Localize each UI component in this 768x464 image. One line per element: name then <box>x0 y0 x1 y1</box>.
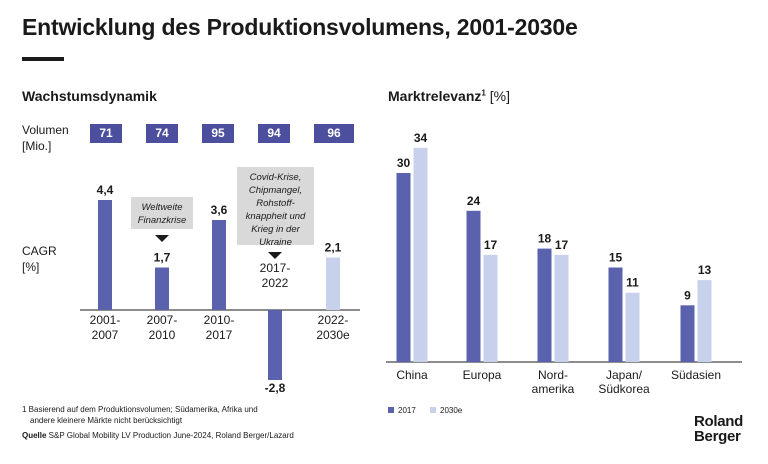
volume-label-line2: [Mio.] <box>22 139 52 153</box>
market-value-label: 18 <box>538 232 552 246</box>
market-category-label: Europa <box>463 368 502 382</box>
cagr-value-label: 3,6 <box>211 203 228 217</box>
cagr-category-label-bottom: 2030e <box>316 328 350 342</box>
market-bar-2017 <box>396 173 411 362</box>
source-text: S&P Global Mobility LV Production June-2… <box>46 431 294 440</box>
cagr-label-line2: [%] <box>22 260 40 274</box>
market-bar-2030e <box>625 292 640 362</box>
footnote-line2: andere kleinere Märkte nicht berücksicht… <box>30 416 183 425</box>
market-bar-2017 <box>466 210 481 362</box>
right-section-title-sup: 1 <box>481 88 486 98</box>
cagr-category-label-bottom: 2022 <box>262 276 289 290</box>
market-bar-2017 <box>680 305 695 362</box>
market-value-label: 30 <box>397 156 411 170</box>
market-value-label: 17 <box>484 238 498 252</box>
volume-box-5: 96 <box>314 124 354 143</box>
cagr-value-label: 1,7 <box>154 251 171 265</box>
cagr-category-label-top: 2022- <box>318 313 349 327</box>
legend-swatch-2017 <box>388 407 394 413</box>
cagr-value-label: 4,4 <box>97 183 114 197</box>
page-title: Entwicklung des Produktionsvolumens, 200… <box>22 14 578 40</box>
cagr-category-label-top: 2010- <box>204 313 235 327</box>
market-category-label: Japan/ <box>606 368 643 382</box>
cagr-label-line1: CAGR <box>22 244 57 258</box>
footnote-line1: 1 Basierend auf dem Produktionsvolumen; … <box>22 405 258 414</box>
right-section-title-text: Marktrelevanz <box>388 88 482 104</box>
logo-line2: Berger <box>694 428 741 445</box>
market-bar-2030e <box>413 147 428 362</box>
cagr-category-label-top: 2001- <box>90 313 121 327</box>
market-bar-2030e <box>554 254 569 362</box>
note-financial-crisis: Weltweite Finanzkrise <box>131 197 193 229</box>
right-section-title-unit: [%] <box>489 88 510 104</box>
note-arrow-1 <box>155 235 169 242</box>
legend-swatch-2030e <box>430 407 436 413</box>
volume-label: Volumen [Mio.] <box>22 122 69 154</box>
market-category-label: Südkorea <box>598 382 650 396</box>
market-value-label: 17 <box>555 238 569 252</box>
legend-label-2030e: 2030e <box>440 406 463 415</box>
note-arrow-2 <box>268 252 282 259</box>
market-category-label: Südasien <box>671 368 721 382</box>
left-section-title: Wachstumsdynamik <box>22 88 157 104</box>
logo-line1: Roland <box>694 413 744 430</box>
cagr-value-label: 2,1 <box>325 241 342 255</box>
cagr-bar <box>98 200 112 310</box>
note-covid-crisis: Covid-Krise, Chipmangel, Rohstoff-knapph… <box>237 167 314 248</box>
cagr-bar <box>268 310 282 380</box>
market-value-label: 13 <box>698 263 712 277</box>
cagr-value-label: -2,8 <box>265 381 286 395</box>
volume-box-2: 74 <box>146 124 178 143</box>
volume-box-1: 71 <box>90 124 122 143</box>
cagr-bar <box>155 267 169 310</box>
market-bar-2017 <box>537 248 552 362</box>
market-value-label: 15 <box>609 251 623 265</box>
legend-label-2017: 2017 <box>398 406 416 415</box>
market-value-label: 24 <box>467 194 481 208</box>
source-note: Quelle S&P Global Mobility LV Production… <box>22 430 294 441</box>
source-label: Quelle <box>22 431 47 440</box>
market-bar-2030e <box>697 280 712 362</box>
title-underline <box>22 57 64 61</box>
cagr-bar <box>326 257 340 310</box>
market-value-label: 34 <box>414 131 428 145</box>
volume-box-4: 94 <box>258 124 290 143</box>
cagr-category-label-bottom: 2010 <box>149 328 176 342</box>
market-value-label: 9 <box>684 288 691 302</box>
market-value-label: 11 <box>626 276 639 290</box>
cagr-category-label-bottom: 2007 <box>92 328 119 342</box>
market-category-label: amerika <box>532 382 575 396</box>
volume-label-line1: Volumen <box>22 123 69 137</box>
market-category-label: Nord- <box>538 368 568 382</box>
cagr-label: CAGR [%] <box>22 243 57 275</box>
right-section-title: Marktrelevanz1 [%] <box>388 88 510 104</box>
cagr-category-label-top: 2017- <box>260 261 291 275</box>
cagr-category-label-bottom: 2017 <box>206 328 233 342</box>
market-bar-2017 <box>608 267 623 362</box>
footnote: 1 Basierend auf dem Produktionsvolumen; … <box>22 404 258 426</box>
roland-berger-logo: Roland Berger <box>694 414 743 444</box>
cagr-category-label-top: 2007- <box>147 313 178 327</box>
market-bar-2030e <box>483 254 498 362</box>
market-category-label: China <box>396 368 428 382</box>
cagr-bar <box>212 220 226 310</box>
volume-box-3: 95 <box>202 124 234 143</box>
